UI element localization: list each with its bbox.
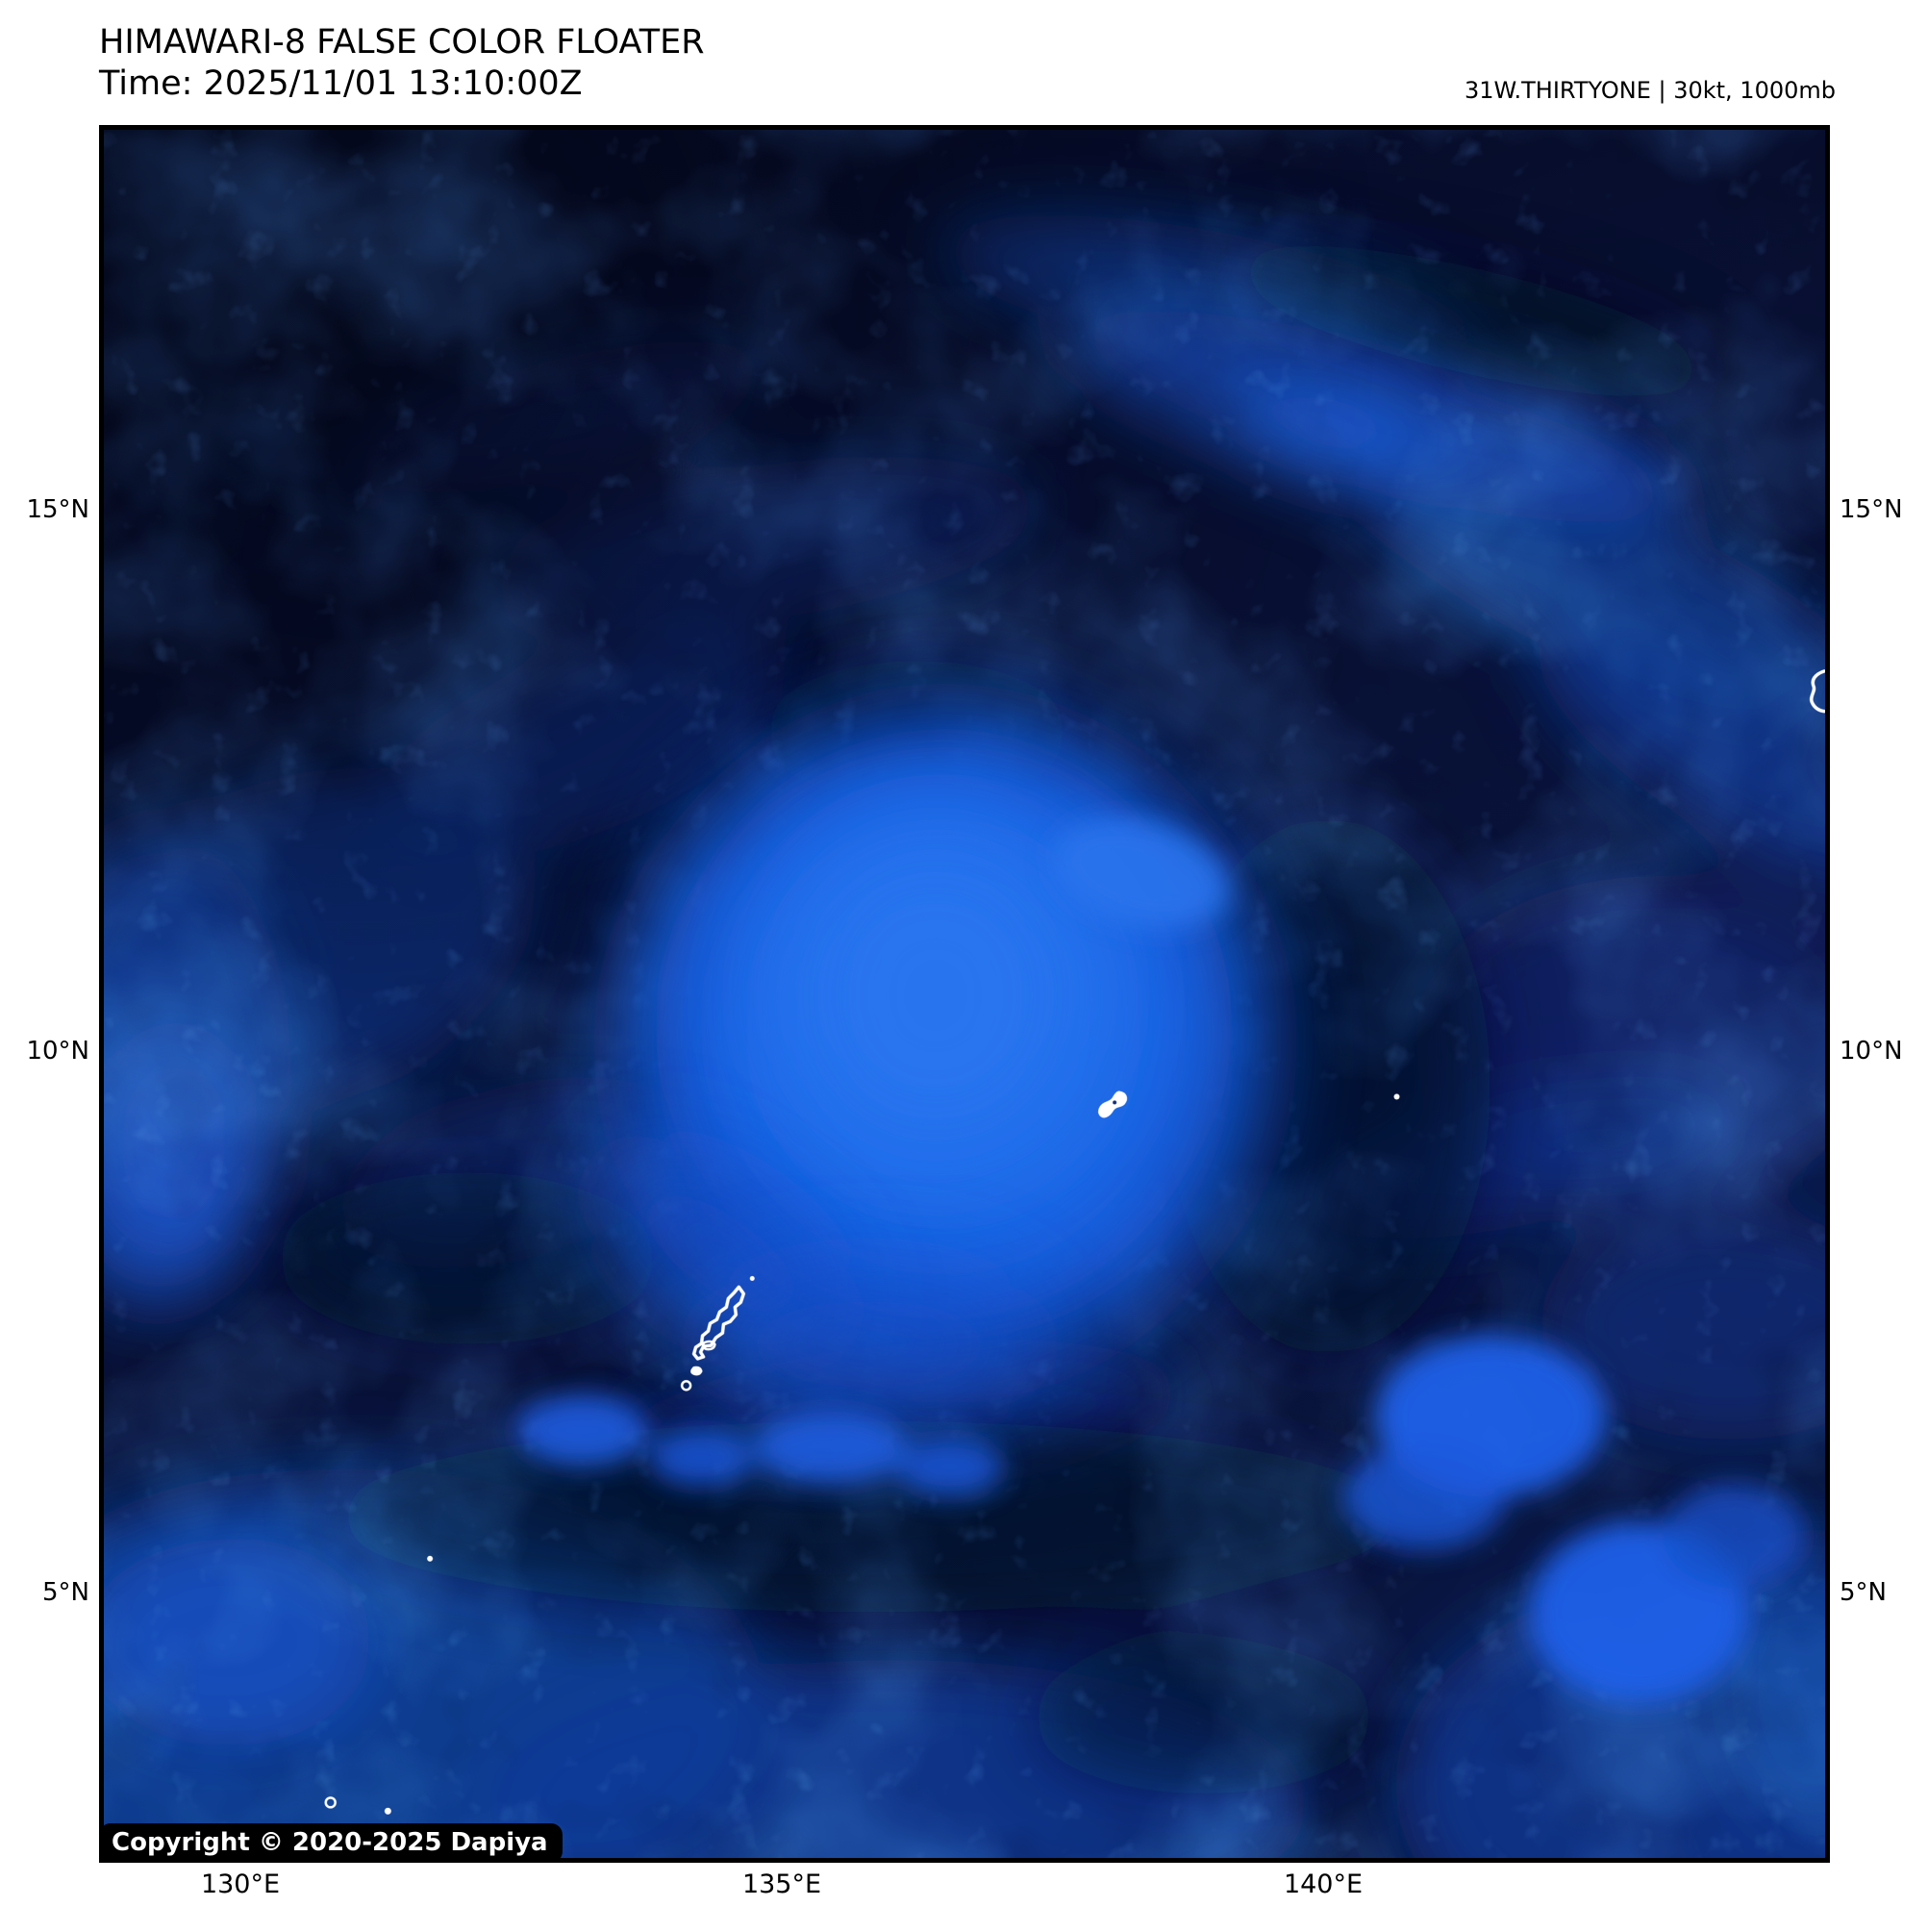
timestamp-label: Time: 2025/11/01 13:10:00Z <box>99 64 583 103</box>
island-dot-2 <box>1393 1093 1400 1100</box>
island-dot-1 <box>427 1555 434 1562</box>
guam-coastline-partial <box>1809 669 1825 714</box>
palau-atoll-ring <box>680 1380 692 1392</box>
lat-label-right-5n: 5°N <box>1840 1578 1887 1607</box>
satellite-image <box>104 130 1825 1858</box>
island-dot-3 <box>384 1807 391 1815</box>
lon-label-135e: 135°E <box>741 1869 822 1899</box>
atoll-ring-south <box>324 1796 337 1809</box>
yap-coastline <box>1098 1091 1128 1118</box>
lat-label-left-5n: 5°N <box>42 1578 89 1607</box>
lat-label-left-10n: 10°N <box>26 1037 89 1066</box>
map-plot-area: Copyright © 2020-2025 Dapiya <box>99 125 1830 1863</box>
kayangel-islet-dot <box>749 1275 755 1281</box>
copyright-badge: Copyright © 2020-2025 Dapiya <box>104 1823 563 1858</box>
lat-label-right-15n: 15°N <box>1840 495 1903 524</box>
coastlines <box>324 669 1825 1815</box>
convective-cells <box>514 1335 1807 1703</box>
palau-islet-south <box>690 1366 703 1376</box>
yap-lagoon-dot <box>1113 1100 1117 1105</box>
palau-islet <box>701 1340 716 1351</box>
page-title: HIMAWARI-8 FALSE COLOR FLOATER <box>99 23 705 62</box>
lat-label-left-15n: 15°N <box>26 495 89 524</box>
lat-label-right-10n: 10°N <box>1840 1037 1903 1066</box>
lon-label-140e: 140°E <box>1283 1869 1364 1899</box>
lon-label-130e: 130°E <box>200 1869 281 1899</box>
title-block: HIMAWARI-8 FALSE COLOR FLOATER Time: 202… <box>99 23 705 105</box>
storm-central-dense-overcast <box>595 713 1266 1421</box>
palau-coastline <box>691 1285 746 1361</box>
storm-info-label: 31W.THIRTYONE | 30kt, 1000mb <box>1464 77 1836 104</box>
